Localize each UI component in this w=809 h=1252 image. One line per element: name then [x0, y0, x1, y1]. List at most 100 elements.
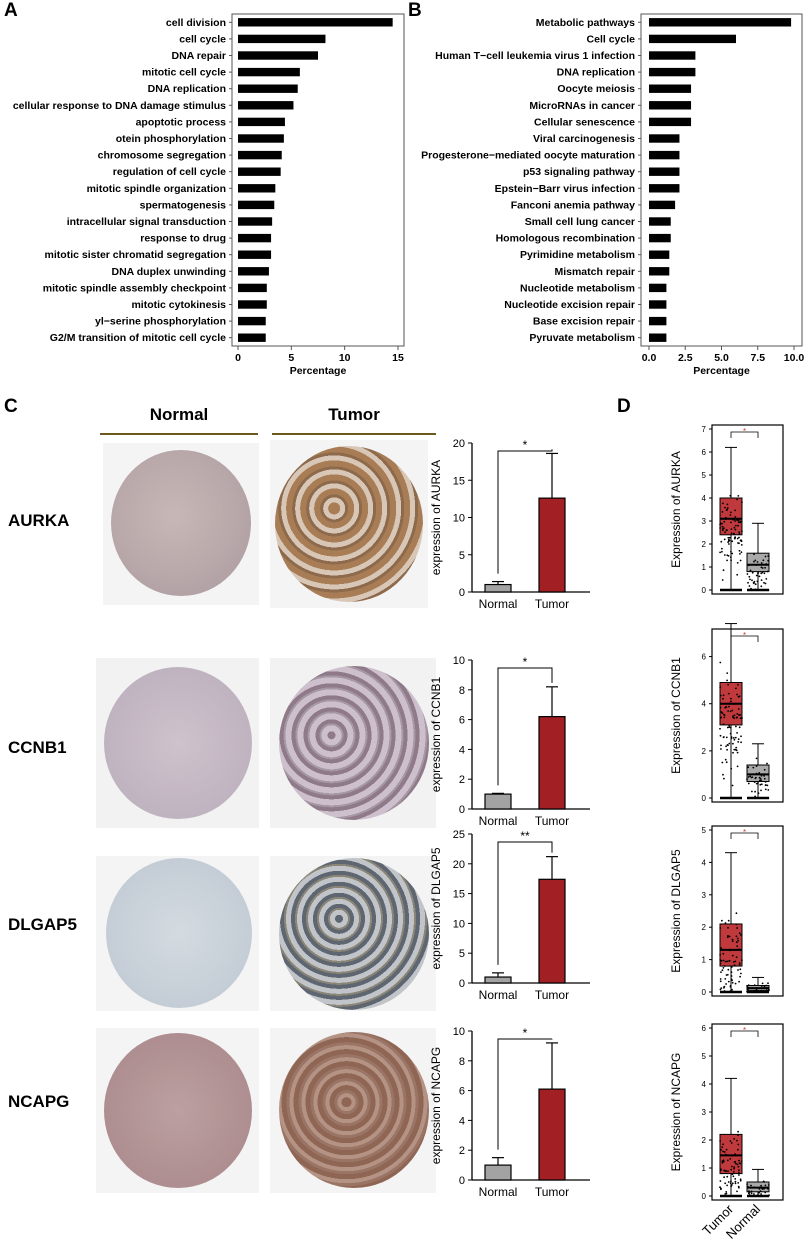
data-point: [721, 761, 724, 764]
bar: [649, 150, 680, 160]
data-point: [721, 511, 724, 513]
data-point: [733, 1166, 736, 1168]
tissue-core: [106, 858, 252, 1008]
data-point: [719, 1180, 722, 1182]
data-point: [738, 963, 741, 966]
data-point: [738, 1195, 741, 1197]
data-point: [755, 776, 757, 779]
data-point: [720, 987, 723, 989]
data-point: [728, 536, 731, 539]
data-point: [741, 501, 743, 504]
data-point: [739, 553, 741, 555]
bar: [649, 18, 792, 27]
data-point: [754, 1195, 756, 1197]
y-axis-label: expression of AURKA: [429, 460, 443, 575]
data-point: [754, 990, 757, 992]
data-point: [739, 717, 742, 720]
data-point: [723, 520, 726, 523]
data-point: [763, 1181, 766, 1183]
data-point: [739, 968, 742, 971]
data-point: [727, 683, 730, 686]
bar: [649, 134, 680, 143]
data-point: [751, 571, 754, 574]
bar: [649, 117, 692, 127]
bar: [238, 200, 275, 210]
data-point: [765, 991, 768, 993]
bar: [238, 67, 300, 77]
plot-frame: [711, 825, 784, 997]
data-point: [727, 926, 729, 929]
data-point: [760, 562, 763, 564]
data-point: [750, 1195, 752, 1197]
data-point: [767, 1195, 770, 1197]
data-point: [730, 1142, 733, 1144]
y-tick-label: 5: [459, 948, 465, 960]
panel-label-d: D: [617, 396, 631, 417]
header-rule-normal: [100, 433, 258, 435]
data-point: [749, 797, 751, 799]
data-point: [733, 703, 736, 705]
significance-marker: *: [743, 631, 746, 640]
data-point: [721, 579, 724, 581]
bar: [238, 34, 326, 44]
x-tick-label: 0.0: [642, 352, 657, 364]
data-point: [724, 960, 727, 963]
data-point: [764, 566, 766, 569]
category-label: Oocyte meiosis: [557, 83, 635, 95]
data-point: [719, 551, 721, 554]
data-point: [736, 1139, 738, 1142]
data-point: [731, 1182, 734, 1185]
data-point: [746, 573, 749, 575]
data-point: [752, 1195, 755, 1197]
data-point: [730, 737, 733, 740]
y-tick-label: 7: [702, 425, 707, 434]
data-point: [753, 781, 756, 783]
y-tick-label: 6: [702, 448, 707, 457]
data-point: [733, 714, 736, 717]
x-tick-label: 0: [235, 352, 241, 364]
data-point: [754, 795, 756, 798]
data-point: [767, 789, 770, 791]
bar: [238, 300, 267, 309]
data-point: [729, 511, 732, 514]
header-rule-tumor: [272, 433, 436, 435]
y-tick-label: 4: [459, 744, 465, 756]
data-point: [729, 1140, 732, 1142]
data-point: [751, 790, 753, 793]
y-tick-label: 2: [702, 923, 707, 932]
category-label: MicroRNAs in cancer: [529, 100, 635, 112]
data-point: [735, 746, 738, 749]
data-point: [729, 732, 732, 735]
data-point: [737, 1165, 740, 1168]
bar: [649, 67, 696, 77]
y-axis-label: Expression of CCNB1: [669, 657, 683, 774]
data-point: [720, 711, 723, 713]
data-point: [727, 919, 730, 922]
data-point: [751, 991, 753, 993]
data-point: [741, 959, 743, 962]
data-point: [759, 783, 762, 786]
data-point: [723, 554, 726, 556]
data-point: [738, 1169, 740, 1172]
x-tick-label: 10.0: [784, 352, 805, 364]
data-point: [727, 1170, 729, 1172]
data-point: [727, 536, 730, 539]
y-tick-label: 1: [702, 956, 707, 965]
category-label: DNA repair: [172, 50, 226, 62]
data-point: [763, 572, 766, 575]
category-label: G2/M transition of mitotic cell cycle: [50, 332, 226, 344]
data-point: [737, 939, 740, 942]
gene-label-dlgap5: DLGAP5: [8, 915, 77, 934]
data-point: [722, 694, 725, 697]
category-label: Homologous recombination: [496, 233, 635, 245]
data-point: [726, 559, 728, 562]
data-point: [734, 1182, 737, 1185]
data-point: [721, 712, 724, 715]
y-tick-label: 6: [702, 653, 707, 662]
data-point: [724, 1182, 727, 1185]
data-point: [722, 697, 724, 700]
y-tick-label: 1: [702, 1164, 707, 1173]
ihc-image-aurka-normal: [103, 443, 259, 605]
data-point: [728, 539, 731, 542]
data-point: [736, 732, 738, 734]
